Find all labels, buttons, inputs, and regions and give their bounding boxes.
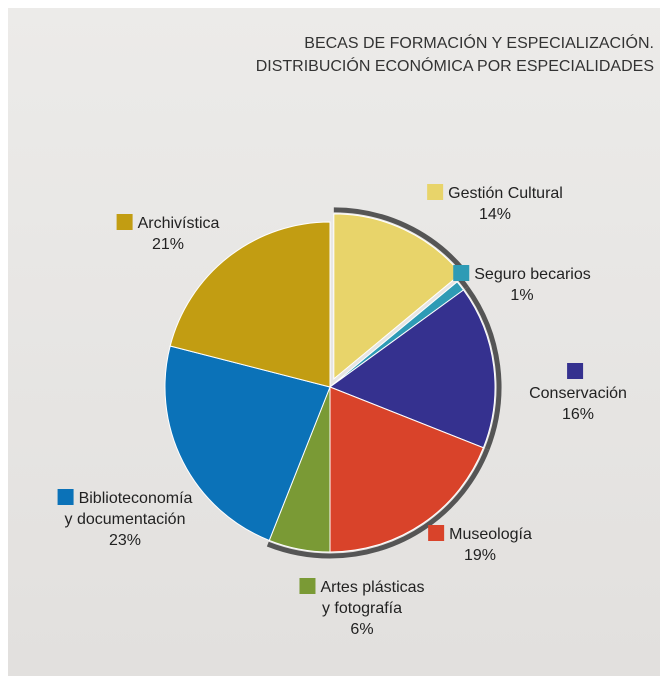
legend-swatch <box>57 489 74 505</box>
value-label: 6% <box>350 621 374 638</box>
value-label: 14% <box>478 206 512 223</box>
slice-label: Archivística 21% <box>116 213 220 255</box>
legend-swatch <box>299 578 316 594</box>
chart-title: DISTRIBUCIÓN ECONÓMICA POR ESPECIALIDADE… <box>255 58 654 75</box>
slice-label: Biblioteconomía y documentación 23% <box>57 488 193 551</box>
category-label: Museología <box>449 526 532 543</box>
slice <box>329 386 485 553</box>
category-label: Archivística <box>137 215 220 232</box>
slice-shadow <box>464 286 502 451</box>
value-label: 21% <box>151 236 185 253</box>
category-label: Gestión Cultural <box>448 185 563 202</box>
slice-shadow <box>333 207 466 273</box>
value-label: 23% <box>108 532 142 549</box>
slice-label: Gestión Cultural 14% <box>427 183 563 225</box>
value-label: 19% <box>463 547 497 564</box>
legend-swatch <box>116 214 133 230</box>
category-label: Conservación <box>529 385 627 402</box>
value-label: 16% <box>561 406 595 423</box>
slice <box>164 345 331 542</box>
legend-swatch <box>428 525 445 541</box>
legend-swatch <box>453 265 470 281</box>
slice-label: Conservación 16% <box>529 362 627 425</box>
slice-shadow <box>266 541 331 559</box>
slice <box>328 289 496 449</box>
slice-label: Seguro becarios 1% <box>453 264 591 306</box>
slice <box>169 221 331 388</box>
slice-label: Artes plásticas y fotografía 6% <box>299 577 425 640</box>
value-label: 1% <box>510 287 534 304</box>
category-label: Biblioteconomía y documentación <box>64 490 193 528</box>
category-label: Seguro becarios <box>474 266 591 283</box>
slice-label: Museología 19% <box>428 524 532 566</box>
legend-swatch <box>427 184 444 200</box>
slice-shadow <box>329 448 490 559</box>
chart-title: BECAS DE FORMACIÓN Y ESPECIALIZACIÓN. <box>304 35 654 52</box>
category-label: Artes plásticas y fotografía <box>320 579 425 617</box>
legend-swatch <box>567 363 584 379</box>
